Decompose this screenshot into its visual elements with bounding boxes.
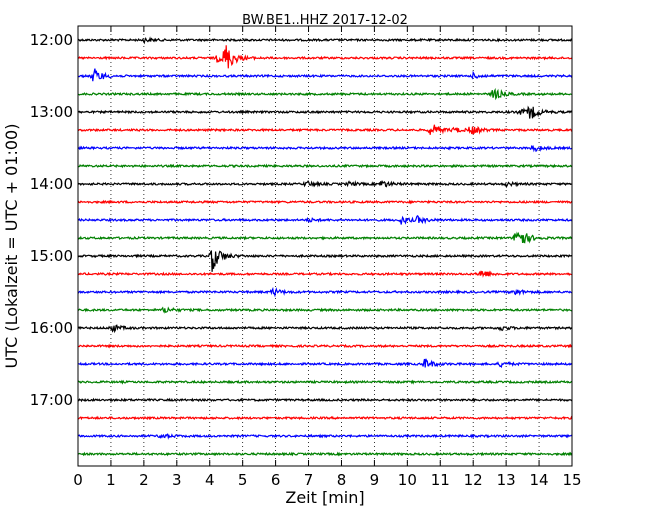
trace-line <box>77 343 573 349</box>
trace-line <box>77 105 573 119</box>
trace-line <box>78 415 573 421</box>
x-tick-label: 15 <box>562 471 581 489</box>
x-tick-label: 8 <box>337 471 347 489</box>
x-tick-label: 13 <box>497 471 516 489</box>
x-tick-labels: 0 1 2 3 4 5 6 7 8 9 10 11 12 13 14 15 <box>73 471 581 489</box>
trace-line <box>77 87 572 101</box>
y-tick-label: 17:00 <box>30 391 73 409</box>
trace-line <box>77 379 573 385</box>
grid-lines <box>110 26 540 466</box>
x-axis-label: Zeit [min] <box>285 488 364 507</box>
trace-line <box>77 214 573 225</box>
trace-line <box>78 306 572 314</box>
y-tick-label: 16:00 <box>30 319 73 337</box>
x-tick-label: 7 <box>304 471 314 489</box>
x-tick-label: 6 <box>271 471 281 489</box>
trace-line <box>77 163 572 169</box>
x-tick-label: 0 <box>73 471 83 489</box>
plot-frame <box>77 25 573 467</box>
x-tick-label: 11 <box>431 471 450 489</box>
x-tick-label: 12 <box>464 471 483 489</box>
trace-line <box>77 179 573 189</box>
trace-line <box>77 124 573 135</box>
chart-title: BW.BE1..HHZ 2017-12-02 <box>242 13 408 28</box>
x-tick-label: 1 <box>106 471 116 489</box>
trace-line <box>77 250 573 272</box>
trace-line <box>77 36 573 45</box>
trace-line <box>77 286 573 298</box>
trace-line <box>77 231 573 244</box>
trace-line <box>77 397 573 403</box>
traces <box>77 36 573 457</box>
y-tick-label: 12:00 <box>30 31 73 49</box>
y-tick-labels: 12:00 13:00 14:00 15:00 16:00 17:00 <box>30 31 73 409</box>
x-tick-label: 5 <box>238 471 248 489</box>
trace-line <box>77 358 573 369</box>
trace-line <box>78 45 573 69</box>
x-tick-label: 14 <box>530 471 549 489</box>
trace-line <box>77 324 573 334</box>
y-tick-label: 15:00 <box>30 247 73 265</box>
y-axis-label: UTC (Lokalzeit = UTC + 01:00) <box>2 124 21 369</box>
x-tick-label: 10 <box>398 471 417 489</box>
x-tick-label: 2 <box>139 471 149 489</box>
trace-line <box>77 68 573 82</box>
trace-line <box>77 433 573 440</box>
x-tick-label: 3 <box>172 471 182 489</box>
y-tick-label: 14:00 <box>30 175 73 193</box>
trace-line <box>77 451 573 457</box>
axis-ticks <box>77 26 573 466</box>
trace-line <box>77 144 573 153</box>
x-tick-label: 4 <box>205 471 215 489</box>
y-tick-label: 13:00 <box>30 103 73 121</box>
trace-line <box>77 270 573 278</box>
trace-line <box>77 199 573 205</box>
x-tick-label: 9 <box>370 471 380 489</box>
